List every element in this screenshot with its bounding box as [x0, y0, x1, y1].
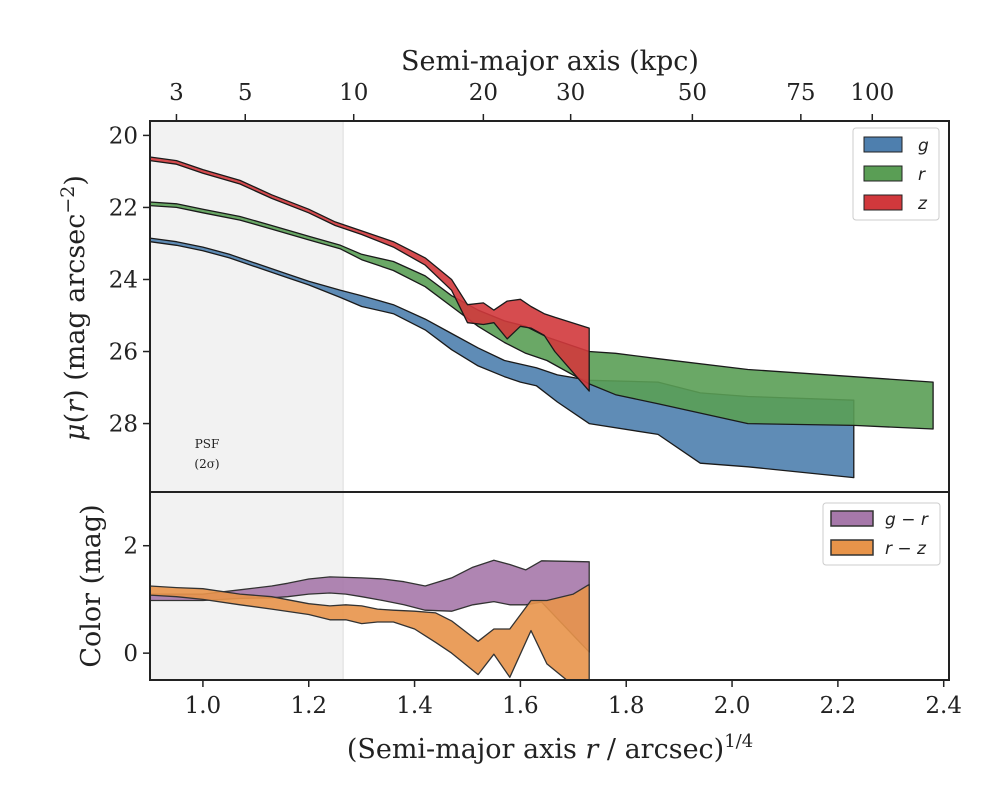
psf-band-top [149, 120, 344, 493]
top-axis-title: Semi-major axis (kpc) [401, 46, 699, 77]
top-x-tick-label: 3 [169, 80, 184, 106]
legend-swatch-z [863, 194, 903, 211]
color-band-r-z [150, 583, 590, 680]
profile-band-r [150, 201, 934, 430]
top-x-tick-label: 30 [556, 80, 585, 106]
x-tick-label: 1.2 [290, 693, 327, 719]
top-x-tick-label: 75 [786, 80, 815, 106]
top-x-tick-label: 5 [238, 80, 253, 106]
color-y-tick-label: 2 [123, 534, 138, 560]
profile-y-axis-title: μ(r) (mag arcsec−2) [57, 175, 91, 441]
psf-label: PSF [195, 437, 220, 451]
profile-series-layer [150, 156, 934, 479]
profile-y-tick-label: 28 [109, 412, 138, 438]
x-tick-label: 2.4 [925, 693, 962, 719]
color-y-axis-title: Color (mag) [76, 504, 107, 667]
bottom-axis-title: (Semi-major axis r / arcsec)1/4 [347, 731, 753, 765]
profile-y-tick-label: 20 [109, 123, 138, 149]
legend-label-g: g [918, 136, 929, 156]
x-tick-label: 1.8 [608, 693, 645, 719]
profile-y-tick-label: 26 [109, 340, 138, 366]
legend-label-z: z [917, 194, 928, 214]
legend-swatch-r-z [830, 539, 874, 556]
top-x-tick-label: 10 [339, 80, 368, 106]
x-tick-label: 1.0 [185, 693, 222, 719]
profile-band-z [150, 156, 590, 392]
top-x-tick-label: 50 [678, 80, 707, 106]
legend-label-r-z: r − z [885, 539, 927, 559]
color-series-layer [150, 559, 590, 680]
axis-ticks-layer: 20 22 24 26 28 0 2 1.0 1.2 1.4 1.6 1.8 2.0 2.2 2.4 3 5 10… [109, 80, 962, 719]
color-legend: g − r r − z [822, 502, 941, 566]
legend-swatch-g-r [830, 510, 874, 527]
legend-swatch-g [863, 136, 903, 153]
x-tick-label: 2.0 [714, 693, 751, 719]
x-tick-label: 1.4 [396, 693, 433, 719]
x-tick-label: 1.6 [502, 693, 539, 719]
legend-label-r: r [918, 165, 926, 185]
psf-sigma-label: (2σ) [194, 457, 219, 471]
legend-label-g-r: g − r [885, 510, 929, 530]
profile-y-tick-label: 24 [109, 267, 138, 293]
profile-band-g [150, 237, 855, 479]
x-tick-label: 2.2 [820, 693, 857, 719]
legend-swatch-r [863, 165, 903, 182]
color-panel-frame [149, 491, 950, 681]
top-x-tick-label: 100 [850, 80, 894, 106]
profile-legend: g r z [852, 127, 940, 221]
top-x-tick-label: 20 [469, 80, 498, 106]
profile-y-tick-label: 22 [109, 195, 138, 221]
color-y-tick-label: 0 [123, 641, 138, 667]
